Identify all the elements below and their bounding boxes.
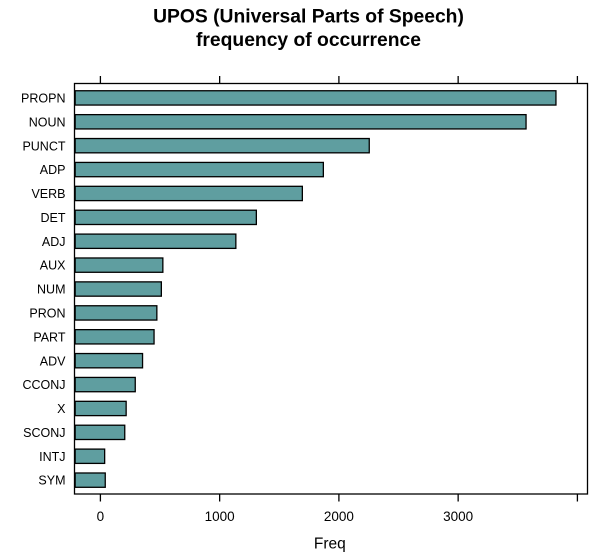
svg-text:3000: 3000 (443, 509, 473, 524)
svg-text:ADV: ADV (40, 354, 66, 368)
svg-text:ADJ: ADJ (42, 235, 66, 249)
svg-text:frequency of occurrence: frequency of occurrence (196, 30, 421, 51)
svg-text:PART: PART (33, 330, 66, 344)
svg-text:Freq: Freq (314, 536, 346, 553)
svg-text:1000: 1000 (205, 509, 235, 524)
svg-text:PRON: PRON (29, 307, 65, 321)
svg-text:NOUN: NOUN (29, 115, 66, 129)
svg-text:PUNCT: PUNCT (22, 139, 65, 153)
svg-text:PROPN: PROPN (21, 92, 65, 106)
svg-text:ADP: ADP (40, 163, 66, 177)
svg-text:0: 0 (97, 509, 105, 524)
svg-text:DET: DET (41, 211, 66, 225)
svg-text:AUX: AUX (40, 259, 66, 273)
svg-text:X: X (57, 402, 66, 416)
svg-text:SCONJ: SCONJ (23, 426, 65, 440)
svg-text:CCONJ: CCONJ (22, 378, 65, 392)
svg-text:VERB: VERB (31, 187, 65, 201)
svg-text:UPOS (Universal Parts of Speec: UPOS (Universal Parts of Speech) (153, 7, 464, 28)
svg-text:2000: 2000 (324, 509, 354, 524)
svg-text:NUM: NUM (37, 283, 65, 297)
svg-text:INTJ: INTJ (39, 450, 65, 464)
svg-text:SYM: SYM (38, 474, 65, 488)
